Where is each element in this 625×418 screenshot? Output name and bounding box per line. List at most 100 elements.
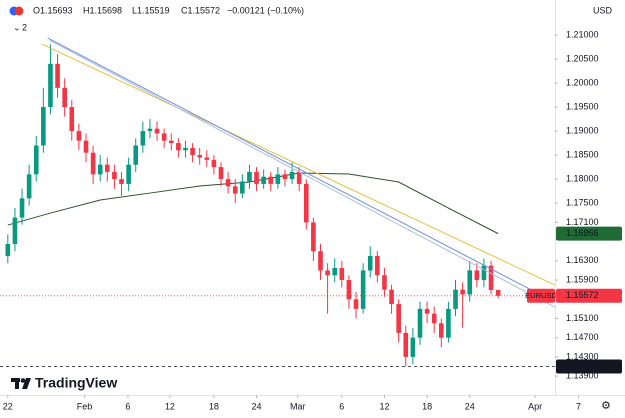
y-tick-label: 1.17500 — [566, 198, 599, 208]
trend-line — [41, 43, 556, 286]
candle-body — [204, 157, 210, 160]
candle-body — [375, 256, 380, 276]
ohlc-change: −0.00121 (−0.10%) — [227, 5, 304, 15]
candle-body — [254, 171, 259, 184]
ma-badge — [556, 226, 622, 241]
candle-body — [275, 174, 281, 184]
ohlc-open: O1.15693 — [33, 5, 73, 15]
price-badge-label: 1.15572 — [566, 290, 599, 300]
candle-body — [41, 107, 46, 146]
candle-body — [5, 244, 11, 257]
candle-body — [197, 155, 202, 158]
candle-body — [438, 323, 444, 338]
candle-body — [211, 159, 217, 168]
currency-label[interactable]: USD — [593, 5, 613, 15]
candle-body — [225, 179, 231, 187]
y-tick-label: 1.20000 — [566, 77, 599, 87]
x-tick-label: 6 — [125, 401, 130, 411]
y-tick-label: 1.20500 — [566, 53, 599, 63]
x-tick-label: 7 — [576, 401, 581, 411]
candle-body — [83, 140, 89, 153]
brand-name: TradingView — [35, 375, 117, 391]
candle-body — [62, 87, 67, 108]
candle-body — [268, 176, 274, 184]
x-tick-label: 18 — [422, 401, 432, 411]
logo-part — [15, 378, 19, 389]
flag-icon — [14, 6, 24, 16]
candle-body — [296, 171, 302, 184]
ohlc-high: H1.15698 — [83, 5, 122, 15]
candle-body — [147, 128, 153, 132]
level-badge — [556, 359, 622, 374]
candle-body — [261, 176, 266, 184]
candle-body — [332, 268, 338, 276]
candle-body — [97, 164, 103, 175]
candle-body — [446, 308, 451, 338]
candle-body — [367, 256, 373, 271]
candle-body — [26, 174, 32, 199]
candle-body — [19, 198, 25, 218]
candle-body — [190, 147, 195, 156]
candle-body — [33, 145, 39, 175]
x-tick-label: 18 — [209, 401, 219, 411]
x-tick-label: Feb — [77, 401, 93, 411]
y-tick-label: 1.13900 — [566, 371, 599, 381]
candle-body — [289, 171, 295, 180]
candle-body — [247, 171, 252, 182]
candle-body — [126, 164, 131, 184]
candle-body — [168, 140, 174, 144]
candle-body — [460, 289, 465, 295]
x-tick-label: 24 — [252, 401, 262, 411]
candle-body — [176, 143, 181, 151]
x-tick-label: 12 — [165, 401, 175, 411]
x-tick-label: 22 — [3, 401, 13, 411]
y-tick-label: 1.15100 — [566, 313, 599, 323]
indicator-count[interactable]: 2 — [22, 22, 27, 32]
x-tick-label: 12 — [379, 401, 389, 411]
y-tick-label: 1.16300 — [566, 255, 599, 265]
brand-logo: TradingView — [11, 375, 117, 391]
y-tick-label: 1.18000 — [566, 174, 599, 184]
candle-body — [389, 289, 394, 305]
x-tick-label: Mar — [290, 401, 306, 411]
y-tick-label: 1.14700 — [566, 332, 599, 342]
candle-body — [424, 308, 430, 314]
candle-body — [76, 131, 82, 141]
level-badge-label: 1.14100 — [566, 361, 599, 371]
candle-body — [453, 289, 458, 309]
candle-body — [346, 280, 352, 300]
candle-body — [325, 270, 330, 276]
candle-body — [55, 63, 60, 88]
y-tick-label: 1.15900 — [566, 274, 599, 284]
candle-body — [140, 131, 146, 146]
candle-body — [240, 181, 245, 194]
y-tick-label: 1.19000 — [566, 125, 599, 135]
y-tick-label: 1.18500 — [566, 149, 599, 159]
x-tick-label: 24 — [465, 401, 475, 411]
x-tick-label: Apr — [528, 401, 542, 411]
candle-body — [105, 164, 110, 172]
symbol-icons[interactable] — [9, 6, 24, 16]
symbol-badge — [527, 288, 555, 303]
candle-body — [133, 145, 139, 165]
candle-body — [48, 63, 53, 108]
x-tick-label: 6 — [339, 401, 344, 411]
symbol-badge-label: EURUSD — [525, 291, 557, 300]
indicator-toggle[interactable]: ⌄ — [13, 22, 21, 32]
y-tick-label: 1.21000 — [566, 29, 599, 39]
candle-body — [69, 107, 75, 132]
candle-body — [353, 299, 359, 309]
candle-body — [112, 171, 117, 180]
y-tick-label: 1.17100 — [566, 217, 599, 227]
candle-body — [12, 217, 18, 244]
candle-body — [495, 289, 501, 296]
logo-part — [20, 378, 26, 383]
candle-body — [339, 268, 345, 281]
settings-icon[interactable]: ⚙ — [601, 400, 611, 412]
y-tick-label: 1.14300 — [566, 351, 599, 361]
candle-body — [410, 337, 416, 357]
candle-body — [431, 313, 437, 324]
ohlc-low: L1.15519 — [132, 5, 170, 15]
